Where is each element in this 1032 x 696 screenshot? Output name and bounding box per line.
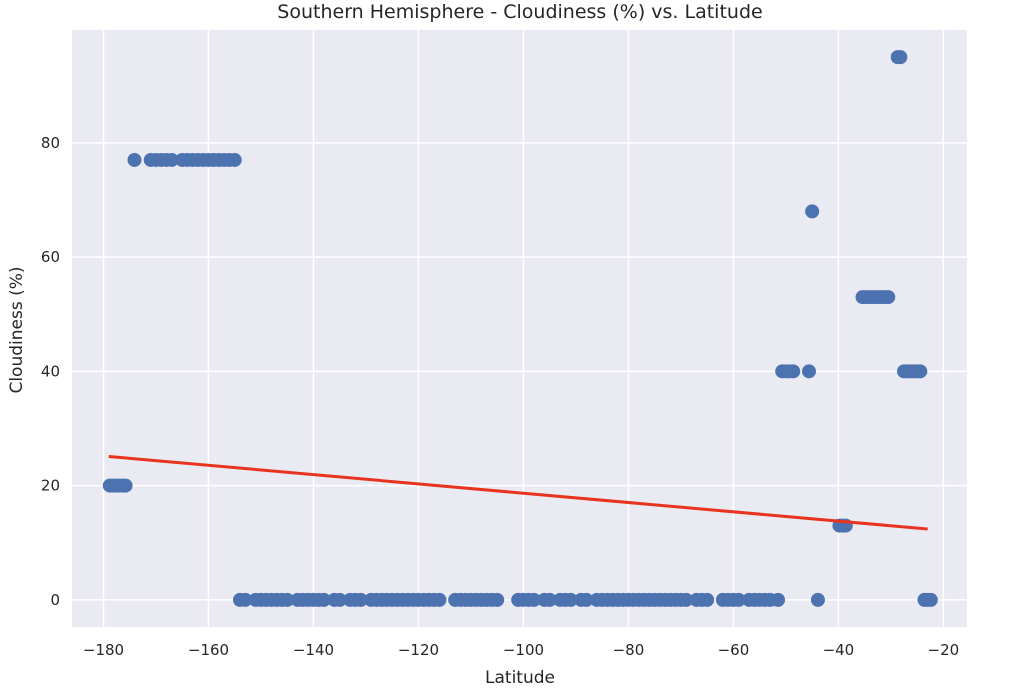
scatter-point: [810, 592, 825, 607]
x-axis: −180 −160 −140 −120 −100 −80 −60 −40 −20: [83, 641, 959, 659]
x-axis-label: Latitude: [485, 668, 555, 688]
x-tick-label: −160: [188, 641, 229, 659]
scatter-point: [353, 592, 368, 607]
scatter-point: [893, 50, 908, 65]
scatter-point: [805, 204, 820, 219]
scatter-point: [432, 592, 447, 607]
x-tick-label: −80: [613, 641, 645, 659]
x-tick-label: −40: [823, 641, 855, 659]
scatter-point: [118, 478, 133, 493]
scatter-point: [563, 592, 578, 607]
regression-line: [108, 454, 928, 531]
scatter-point: [238, 592, 253, 607]
scatter-point: [700, 592, 715, 607]
chart-title: Southern Hemisphere - Cloudiness (%) vs.…: [277, 1, 762, 23]
y-axis-label: Cloudiness (%): [7, 266, 27, 393]
scatter-point: [542, 592, 557, 607]
scatter-point: [164, 152, 179, 167]
scatter-point: [923, 592, 938, 607]
scatter-point: [127, 152, 142, 167]
scatter-point: [579, 592, 594, 607]
x-tick-label: −140: [293, 641, 334, 659]
scatter-point: [316, 592, 331, 607]
grid: [72, 30, 967, 627]
scatter-point: [490, 592, 505, 607]
plot-area: [72, 30, 967, 627]
scatter-point: [526, 592, 541, 607]
y-tick-label: 80: [41, 134, 60, 152]
x-tick-label: −120: [398, 641, 439, 659]
scatter-point: [786, 364, 801, 379]
scatter-point: [679, 592, 694, 607]
scatter-points: [102, 50, 938, 607]
x-tick-label: −100: [503, 641, 544, 659]
y-tick-label: 40: [41, 362, 60, 380]
y-tick-label: 0: [50, 591, 60, 609]
scatter-point: [771, 592, 786, 607]
regression-line-group: [108, 454, 928, 531]
x-tick-label: −180: [83, 641, 124, 659]
scatter-point: [332, 592, 347, 607]
y-tick-label: 60: [41, 248, 60, 266]
x-tick-label: −20: [928, 641, 960, 659]
scatter-point: [227, 152, 242, 167]
scatter-point: [731, 592, 746, 607]
scatter-point: [801, 364, 816, 379]
scatter-point: [913, 364, 928, 379]
scatter-point: [280, 592, 295, 607]
scatter-point: [881, 290, 896, 305]
y-tick-label: 20: [41, 477, 60, 495]
y-axis: 0 20 40 60 80: [41, 134, 60, 609]
x-tick-label: −60: [718, 641, 750, 659]
